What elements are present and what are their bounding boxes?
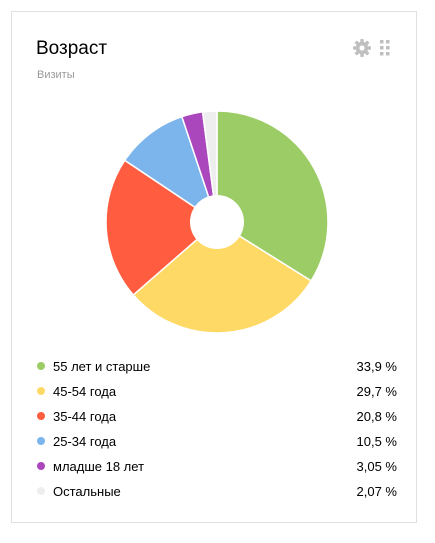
age-widget: Возраст Визиты bbox=[11, 11, 417, 523]
widget-title: Возраст bbox=[36, 38, 108, 59]
legend-dot bbox=[37, 362, 45, 370]
legend-label: 45-54 года bbox=[53, 384, 117, 399]
legend-item[interactable]: 45-54 года 29,7 % bbox=[37, 379, 397, 404]
legend-dot bbox=[37, 412, 45, 420]
legend-item[interactable]: Остальные 2,07 % bbox=[37, 479, 397, 504]
legend-label: 55 лет и старше bbox=[53, 359, 151, 374]
pie-slice[interactable] bbox=[201, 110, 218, 223]
legend-dot bbox=[37, 437, 45, 445]
legend-dot bbox=[37, 387, 45, 395]
pie-slice[interactable] bbox=[105, 159, 219, 297]
legend-value: 2,07 % bbox=[356, 484, 397, 499]
legend-label: младше 18 лет bbox=[53, 459, 145, 474]
donut-hole bbox=[190, 195, 244, 249]
legend-value: 20,8 % bbox=[356, 409, 397, 424]
legend-value: 33,9 % bbox=[356, 359, 397, 374]
legend-item[interactable]: 55 лет и старше 33,9 % bbox=[37, 354, 397, 379]
pie-slice[interactable] bbox=[132, 221, 313, 334]
legend-value: 3,05 % bbox=[356, 459, 397, 474]
legend-item[interactable]: 25-34 года 10,5 % bbox=[37, 429, 397, 454]
legend-label: Остальные bbox=[53, 484, 121, 499]
legend-value: 29,7 % bbox=[356, 384, 397, 399]
legend-item[interactable]: 35-44 года 20,8 % bbox=[37, 404, 397, 429]
legend-label: 25-34 года bbox=[53, 434, 117, 449]
legend-value: 10,5 % bbox=[356, 434, 397, 449]
chart-legend: 55 лет и старше 33,9 % 45-54 года 29,7 %… bbox=[37, 354, 397, 504]
age-donut-chart bbox=[105, 110, 329, 334]
widget-subtitle: Визиты bbox=[37, 69, 75, 81]
legend-label: 35-44 года bbox=[53, 409, 117, 424]
legend-dot bbox=[37, 462, 45, 470]
drag-handle-icon[interactable] bbox=[379, 39, 391, 57]
gear-icon[interactable] bbox=[352, 38, 372, 58]
pie-slice[interactable] bbox=[216, 110, 329, 282]
legend-item[interactable]: младше 18 лет 3,05 % bbox=[37, 454, 397, 479]
legend-dot bbox=[37, 487, 45, 495]
pie-slice[interactable] bbox=[123, 115, 219, 224]
